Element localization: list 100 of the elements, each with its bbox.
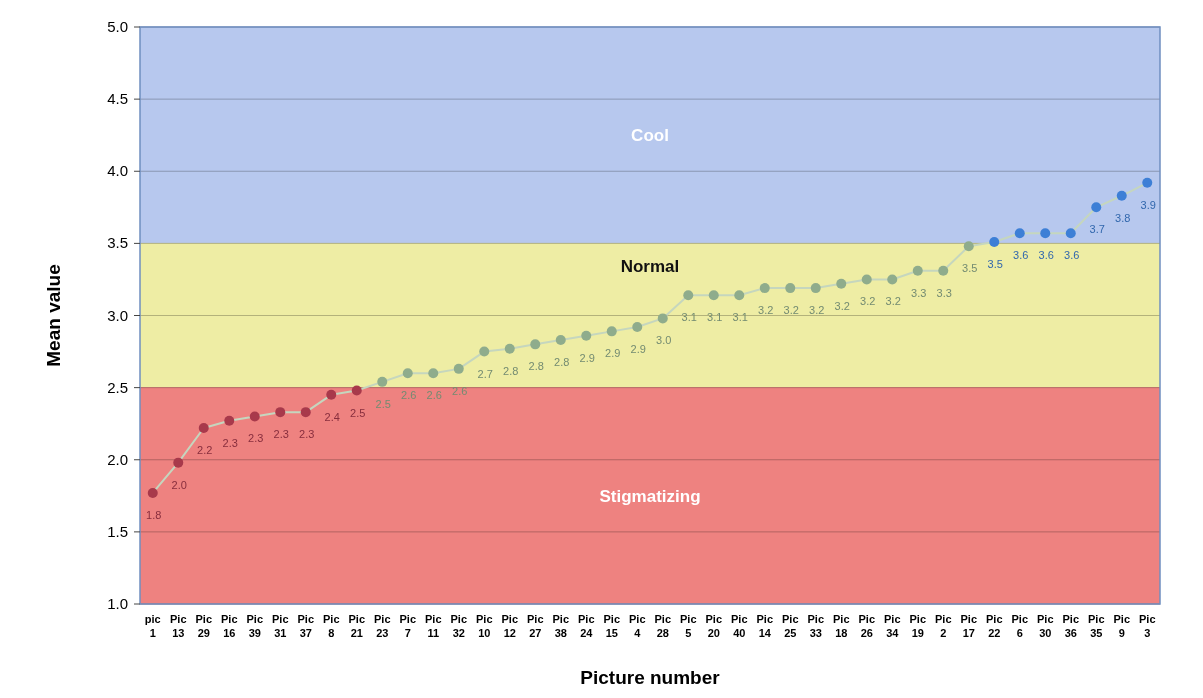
point [861, 274, 872, 285]
point [453, 363, 464, 374]
data-label: 2.5 [375, 397, 391, 410]
y-tick-label: 2.0 [107, 450, 128, 468]
x-tick-label: Pic 38 [552, 613, 570, 639]
x-tick-label: Pic 37 [297, 613, 315, 639]
x-tick-label: Pic 17 [960, 613, 978, 639]
data-label: 2.2 [197, 444, 213, 457]
data-label: 3.6 [1038, 249, 1054, 262]
x-tick-label: Pic 39 [246, 613, 264, 639]
x-tick-label: pic 1 [144, 613, 161, 639]
point [606, 326, 617, 337]
data-label: 3.1 [732, 311, 748, 324]
y-tick-label: 5.0 [107, 18, 128, 35]
point [734, 290, 745, 301]
data-label: 2.3 [248, 432, 264, 445]
y-tick-label: 1.0 [107, 595, 128, 612]
x-tick-label: Pic 29 [195, 613, 213, 639]
point [785, 283, 796, 294]
data-label: 2.8 [528, 360, 544, 373]
point [581, 330, 592, 341]
band-label: Cool [631, 126, 669, 146]
x-tick-label: Pic 28 [654, 613, 672, 639]
data-label: 3.5 [987, 257, 1003, 270]
x-tick-label: Pic 8 [322, 613, 340, 639]
point [989, 236, 1000, 247]
x-tick-label: Pic 9 [1113, 613, 1131, 639]
point [198, 423, 209, 434]
y-tick-label: 3.5 [107, 234, 128, 252]
data-label: 3.2 [783, 304, 799, 317]
x-tick-label: Pic 30 [1036, 613, 1054, 639]
data-label: 3.6 [1064, 249, 1080, 262]
x-tick-label: Pic 24 [577, 613, 595, 639]
point [147, 487, 158, 498]
x-tick-label: Pic 31 [271, 613, 289, 639]
data-label: 3.0 [656, 334, 672, 347]
point [249, 411, 260, 422]
point [428, 368, 439, 379]
point [300, 407, 311, 418]
data-label: 2.5 [350, 406, 366, 419]
x-tick-label: Pic 23 [373, 613, 391, 639]
point [912, 265, 923, 276]
y-tick-label: 2.5 [107, 378, 128, 396]
x-tick-label: Pic 15 [603, 613, 621, 639]
data-label: 2.9 [630, 343, 646, 356]
data-label: 3.9 [1140, 198, 1156, 211]
point [759, 283, 770, 294]
point [632, 322, 643, 333]
y-axis-title: Mean value [43, 264, 64, 367]
x-tick-label: Pic 14 [756, 613, 774, 639]
point [657, 313, 668, 324]
data-label: 2.9 [605, 347, 621, 360]
data-label: 3.1 [707, 311, 723, 324]
x-tick-label: Pic 4 [628, 613, 646, 639]
point [887, 274, 898, 285]
x-tick-label: Pic 19 [909, 613, 927, 639]
x-tick-label: Pic 12 [501, 613, 519, 639]
x-tick-label: Pic 34 [883, 613, 901, 639]
point [275, 407, 286, 418]
x-tick-label: Pic 2 [934, 613, 952, 639]
x-axis-title: Picture number [580, 667, 721, 688]
point [326, 389, 337, 400]
point [173, 457, 184, 468]
data-label: 2.8 [554, 356, 570, 369]
point [479, 346, 490, 357]
x-tick-label: Pic 3 [1138, 613, 1156, 639]
x-tick-label: Pic 36 [1062, 613, 1080, 639]
point [1091, 202, 1102, 213]
data-label: 3.2 [809, 304, 825, 317]
x-tick-label: Pic 13 [169, 613, 187, 639]
point [351, 385, 362, 396]
data-label: 2.3 [273, 428, 289, 441]
y-tick-label: 4.0 [107, 162, 128, 180]
point [224, 415, 235, 426]
x-tick-label: Pic 32 [450, 613, 468, 639]
data-label: 2.9 [579, 351, 595, 364]
x-tick-label: Pic 6 [1011, 613, 1029, 639]
point [683, 290, 694, 301]
x-tick-label: Pic 7 [399, 613, 417, 639]
x-tick-label: Pic 11 [424, 613, 442, 639]
data-label: 3.2 [758, 304, 774, 317]
y-tick-label: 3.0 [107, 306, 128, 324]
x-tick-label: Pic 35 [1087, 613, 1105, 639]
point [708, 290, 719, 301]
x-tick-label: Pic 21 [348, 613, 366, 639]
x-tick-label: Pic 18 [832, 613, 850, 639]
data-label: 3.1 [681, 311, 697, 324]
data-label: 1.8 [146, 508, 162, 521]
point [555, 335, 566, 346]
data-label: 2.3 [222, 436, 238, 449]
data-label: 3.2 [834, 299, 850, 312]
point [402, 368, 413, 379]
data-label: 2.7 [477, 367, 493, 380]
data-label: 3.5 [962, 262, 978, 275]
x-tick-label: Pic 27 [526, 613, 544, 639]
x-tick-label: Pic 26 [858, 613, 876, 639]
data-label: 2.3 [299, 428, 315, 441]
data-label: 2.4 [324, 410, 340, 423]
x-tick-label: Pic 33 [807, 613, 825, 639]
data-label: 2.6 [401, 389, 417, 402]
